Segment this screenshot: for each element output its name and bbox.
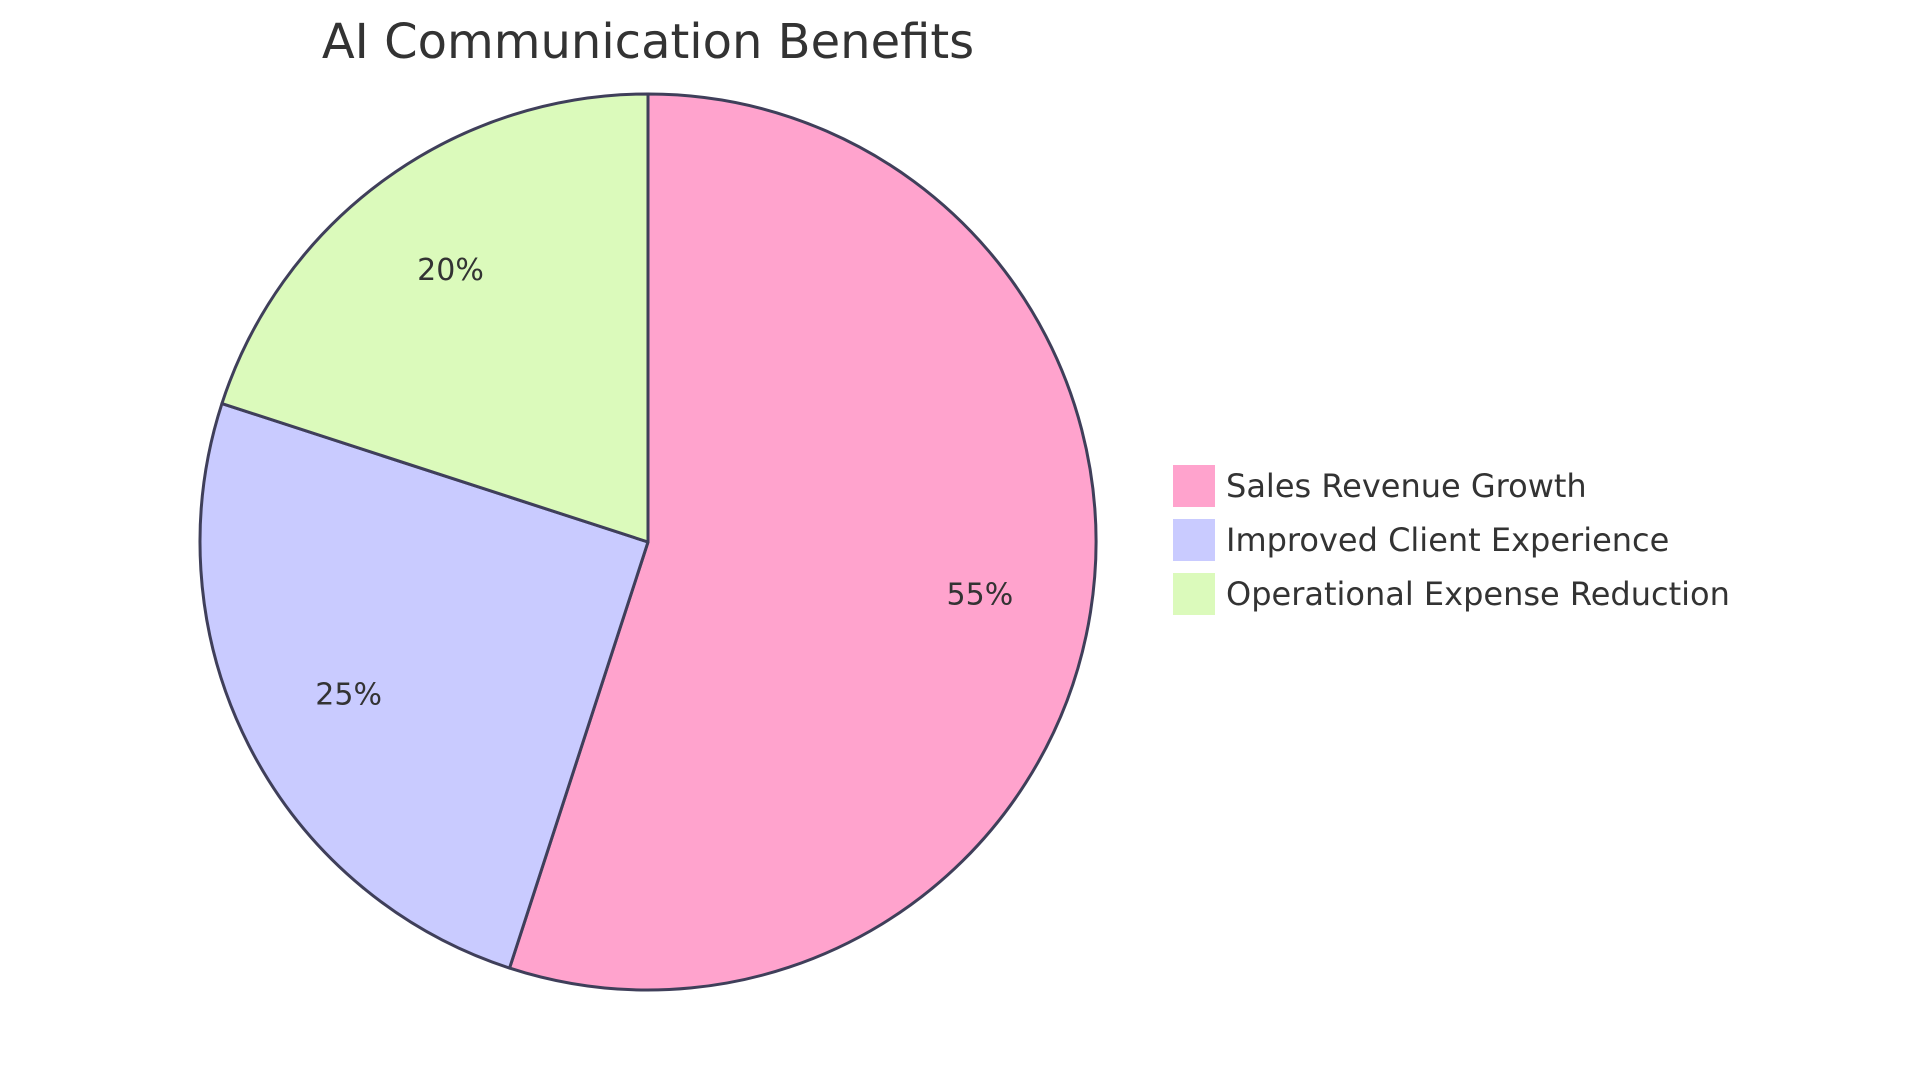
pie-slices <box>198 92 1098 992</box>
legend-label-1: Improved Client Experience <box>1226 521 1669 559</box>
slice-value-label-2: 20% <box>417 253 484 288</box>
legend-label-2: Operational Expense Reduction <box>1226 575 1730 613</box>
legend-swatch-0 <box>1171 463 1217 509</box>
legend-swatch-2 <box>1171 571 1217 617</box>
slice-value-label-0: 55% <box>947 578 1014 613</box>
chart-title: AI Communication Benefits <box>322 14 974 70</box>
pie-slice-0 <box>508 92 1098 992</box>
pie-slice-labels: 55% 25% 20% <box>315 253 1013 712</box>
legend: Sales Revenue Growth Improved Client Expe… <box>1171 463 1730 617</box>
pie-slice-2 <box>220 92 650 544</box>
legend-label-0: Sales Revenue Growth <box>1226 467 1587 505</box>
slice-value-label-1: 25% <box>315 678 382 713</box>
pie-slice-1 <box>198 402 650 970</box>
legend-swatch-1 <box>1171 517 1217 563</box>
